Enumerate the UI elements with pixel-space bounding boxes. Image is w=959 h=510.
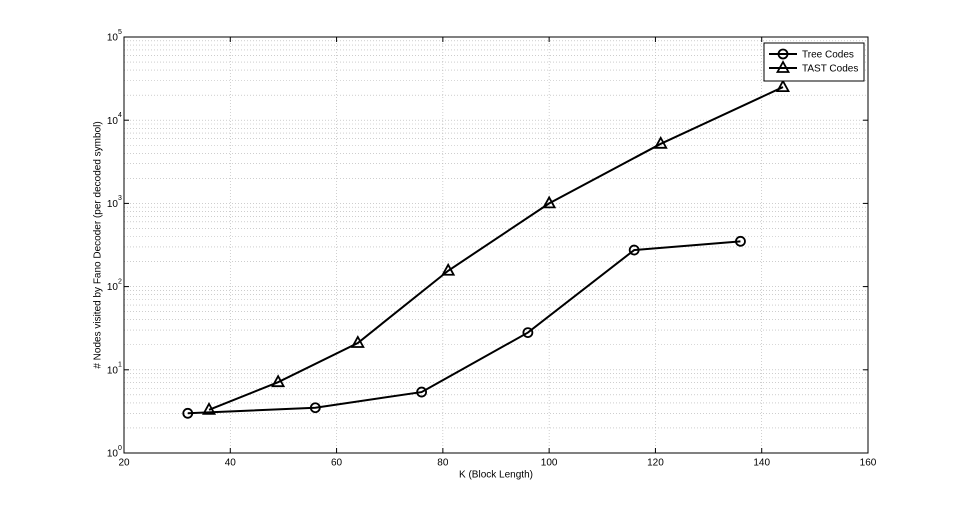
marker (542, 195, 557, 209)
y-tick-label: 10 (107, 116, 119, 127)
marker (182, 407, 194, 419)
legend-label: TAST Codes (802, 64, 858, 75)
y-tick-exponent: 5 (118, 29, 122, 36)
y-axis-label: # Nodes visited by Fano Decoder (per dec… (93, 121, 104, 368)
marker (522, 327, 534, 338)
x-tick-label: 80 (437, 458, 449, 469)
marker (271, 374, 286, 388)
legend-label: Tree Codes (802, 50, 854, 61)
marker (309, 402, 321, 414)
marker (735, 235, 746, 247)
x-tick-label: 60 (331, 458, 343, 469)
x-tick-label: 20 (118, 458, 130, 469)
x-tick-label: 40 (225, 458, 237, 469)
y-tick-exponent: 4 (118, 112, 122, 119)
x-tick-label: 160 (860, 458, 877, 469)
y-tick-label: 10 (107, 282, 119, 293)
x-tick-label: 120 (647, 458, 664, 469)
plot-frame (123, 36, 869, 454)
marker (441, 262, 456, 276)
y-tick-label: 10 (107, 199, 119, 210)
y-tick-label: 10 (107, 449, 119, 460)
marker (202, 401, 217, 415)
marker (775, 79, 790, 92)
y-tick-exponent: 0 (118, 445, 122, 452)
x-axis-label: K (Block Length) (459, 470, 533, 481)
y-tick-exponent: 3 (118, 195, 122, 202)
marker (628, 244, 640, 256)
y-tick-label: 10 (107, 365, 119, 376)
series-line (187, 240, 741, 415)
legend-marker (777, 48, 789, 60)
marker (416, 386, 428, 398)
marker (653, 135, 668, 149)
x-tick-label: 140 (753, 458, 770, 469)
legend-marker (775, 60, 791, 73)
series-line (208, 86, 784, 411)
x-tick-label: 100 (541, 458, 558, 469)
y-tick-label: 10 (107, 33, 119, 44)
marker (350, 335, 365, 348)
y-tick-exponent: 1 (118, 362, 122, 369)
y-tick-exponent: 2 (118, 278, 122, 285)
